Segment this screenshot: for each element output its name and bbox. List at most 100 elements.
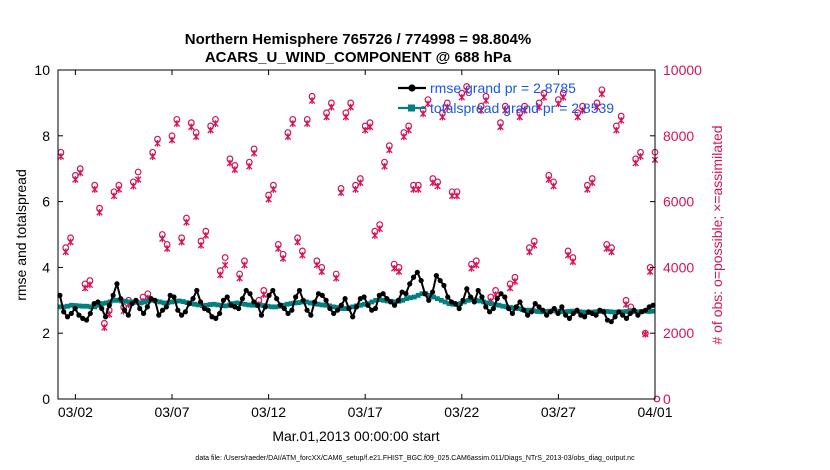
obs-assimilated-marker — [342, 113, 350, 121]
totalspread-marker — [565, 309, 571, 314]
totalspread-marker — [535, 309, 540, 314]
rmse-marker — [331, 310, 337, 317]
totalspread-marker — [434, 296, 440, 302]
obs-assimilated-marker — [332, 274, 340, 282]
rmse-marker — [220, 297, 227, 303]
totalspread-marker — [223, 303, 228, 309]
rmse-marker — [327, 305, 333, 312]
obs-assimilated-marker — [545, 176, 552, 183]
rmse-marker — [361, 294, 367, 300]
obs-assimilated-marker — [86, 281, 94, 289]
rmse-marker — [304, 307, 310, 313]
totalspread-marker — [230, 301, 236, 306]
rmse-marker — [486, 309, 493, 315]
obs-assimilated-marker — [178, 238, 185, 246]
rmse-marker — [563, 312, 569, 318]
totalspread-marker — [169, 299, 175, 305]
rmse-marker — [239, 296, 246, 302]
totalspread-marker — [604, 309, 610, 314]
totalspread-marker — [176, 298, 182, 304]
totalspread-marker — [419, 291, 425, 297]
y-right-tick-label: 10000 — [663, 62, 702, 78]
totalspread-marker — [496, 302, 502, 308]
totalspread-marker — [142, 299, 148, 305]
rmse-marker — [464, 286, 470, 292]
obs-assimilated-marker — [96, 209, 103, 216]
rmse-marker — [144, 304, 150, 310]
obs-assimilated-marker — [226, 159, 234, 167]
obs-assimilated-marker — [284, 133, 292, 141]
obs-assimilated-marker — [473, 261, 480, 269]
totalspread-marker — [323, 302, 329, 308]
rmse-marker — [121, 307, 128, 313]
totalspread-marker — [265, 303, 271, 309]
obs-assimilated-marker — [390, 265, 398, 272]
totalspread-marker — [411, 294, 417, 300]
totalspread-marker — [357, 302, 363, 308]
rmse-marker — [426, 297, 432, 303]
obs-assimilated-marker — [192, 133, 200, 141]
obs-assimilated-marker — [415, 186, 422, 193]
y-left-tick-label: 0 — [42, 391, 50, 407]
obs-assimilated-marker — [231, 166, 239, 174]
obs-assimilated-marker — [76, 169, 84, 177]
obs-assimilated-marker — [221, 261, 229, 269]
rmse-marker — [467, 294, 474, 300]
obs-assimilated-marker — [477, 107, 485, 114]
rmse-marker — [114, 281, 120, 287]
obs-assimilated-marker — [637, 153, 644, 160]
totalspread-marker — [612, 309, 617, 315]
totalspread-marker — [592, 309, 598, 315]
rmse-marker — [106, 302, 112, 308]
y-axis-left-label: rmse and totalspread — [13, 169, 29, 301]
rmse-marker — [635, 312, 641, 318]
obs-assimilated-marker — [197, 241, 205, 249]
obs-assimilated-marker — [357, 179, 364, 187]
rmse-marker — [631, 307, 637, 313]
rmse-marker — [159, 307, 166, 313]
rmse-marker — [137, 305, 143, 312]
obs-assimilated-marker — [279, 255, 287, 262]
footnote: data file: /Users/raeder/DAI/ATM_forcXX/… — [195, 455, 635, 462]
rmse-marker — [388, 299, 394, 305]
obs-assimilated-marker — [463, 87, 470, 95]
obs-assimilated-marker — [424, 100, 432, 108]
totalspread-marker — [400, 297, 406, 303]
obs-assimilated-marker — [289, 120, 297, 128]
totalspread-marker — [373, 297, 379, 303]
rmse-marker — [456, 305, 462, 312]
rmse-marker — [536, 304, 542, 310]
rmse-marker — [620, 312, 626, 318]
obs-assimilated-marker — [81, 284, 89, 292]
totalspread-marker — [215, 302, 221, 308]
rmse-marker — [429, 289, 436, 295]
rmse-marker — [490, 305, 496, 312]
obs-assimilated-marker — [241, 261, 248, 269]
legend-label: totalspread grand pr = 2.8539 — [430, 100, 614, 116]
totalspread-marker — [619, 309, 625, 315]
totalspread-marker — [69, 302, 74, 308]
obs-assimilated-marker — [173, 120, 181, 128]
obs-assimilated-marker — [361, 126, 369, 134]
obs-assimilated-marker — [299, 251, 306, 259]
rmse-marker — [410, 274, 417, 280]
rmse-marker — [570, 310, 576, 317]
obs-assimilated-marker — [622, 301, 630, 308]
rmse-marker — [509, 310, 516, 317]
totalspread-marker — [315, 301, 321, 307]
rmse-marker — [574, 307, 580, 313]
totalspread-marker — [242, 301, 248, 307]
rmse-marker — [506, 305, 512, 312]
rmse-marker — [547, 309, 554, 315]
obs-assimilated-marker — [642, 330, 649, 338]
rmse-marker — [346, 305, 352, 312]
totalspread-marker — [111, 297, 117, 303]
series-layer — [57, 269, 656, 325]
totalspread-marker — [477, 298, 483, 304]
rmse-marker — [243, 287, 249, 294]
obs-count-layer — [57, 83, 661, 403]
rmse-marker — [422, 291, 428, 297]
obs-assimilated-marker — [337, 189, 345, 197]
obs-possible-marker — [221, 254, 229, 261]
